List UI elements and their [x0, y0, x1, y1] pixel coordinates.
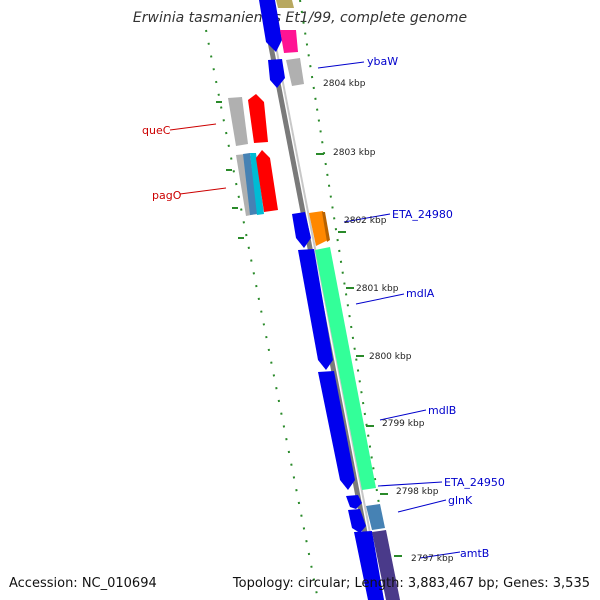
cds-blue-amtb[interactable] — [354, 531, 384, 600]
map-title: Erwinia tasmaniensis Et1/99, complete ge… — [132, 10, 468, 26]
skew-ticks — [216, 101, 402, 557]
accession-text: Accession: NC_010694 — [9, 576, 157, 591]
scale-label: 2797 kbp — [411, 554, 454, 564]
cds-gray-quec[interactable] — [228, 97, 248, 146]
inner-skew-track — [299, 0, 395, 600]
cds-green-mdla[interactable] — [315, 247, 376, 490]
scale-label: 2803 kbp — [333, 148, 376, 158]
gene-label-mdlb[interactable]: mdlB — [428, 404, 456, 417]
cds-blue-glnk[interactable] — [348, 509, 366, 533]
cds-blue-small[interactable] — [346, 495, 362, 509]
cds-purple-amtb[interactable] — [372, 530, 400, 600]
gene-label-eta24950[interactable]: ETA_24950 — [444, 476, 505, 489]
gene-label-pago[interactable]: pagO — [152, 189, 182, 202]
scale-label: 2802 kbp — [344, 216, 387, 226]
cds-blue-mdla[interactable] — [298, 249, 333, 370]
cds-steel-glnk[interactable] — [366, 504, 385, 530]
cds-blue-mdlb[interactable] — [318, 371, 355, 490]
scale-label: 2798 kbp — [396, 487, 439, 497]
gene-label-mdla[interactable]: mdlA — [406, 287, 435, 300]
cds-khaki-top[interactable] — [276, 0, 294, 8]
gene-label-eta24980[interactable]: ETA_24980 — [392, 208, 453, 221]
cds-blue-ybaw[interactable] — [268, 59, 285, 88]
gene-label-quec[interactable]: queC — [142, 124, 171, 137]
gene-label-amtb[interactable]: amtB — [460, 547, 489, 560]
label-leaders — [169, 61, 461, 559]
gene-label-ybaw[interactable]: ybaW — [367, 55, 398, 68]
cds-cyan-pago[interactable] — [250, 153, 264, 215]
scale-label: 2800 kbp — [369, 352, 412, 362]
cds-blue-top[interactable] — [259, 0, 282, 52]
cds-gray-ybaw[interactable] — [286, 58, 304, 86]
scale-label: 2799 kbp — [382, 419, 425, 429]
cds-orange-eta24980[interactable] — [309, 211, 328, 246]
cds-orange-eta24980-edge — [322, 212, 330, 242]
cds-magenta[interactable] — [280, 30, 298, 53]
cds-red-quec[interactable] — [248, 94, 268, 143]
cds-steel-pago[interactable] — [243, 153, 258, 215]
genome-summary-text: Topology: circular; Length: 3,883,467 bp… — [232, 576, 590, 591]
cds-red-pago[interactable] — [256, 150, 278, 212]
cds-blue-eta24980[interactable] — [292, 212, 311, 248]
scale-label: 2804 kbp — [323, 79, 366, 89]
gene-label-glnk[interactable]: glnK — [448, 494, 473, 507]
scale-label: 2801 kbp — [356, 284, 399, 294]
